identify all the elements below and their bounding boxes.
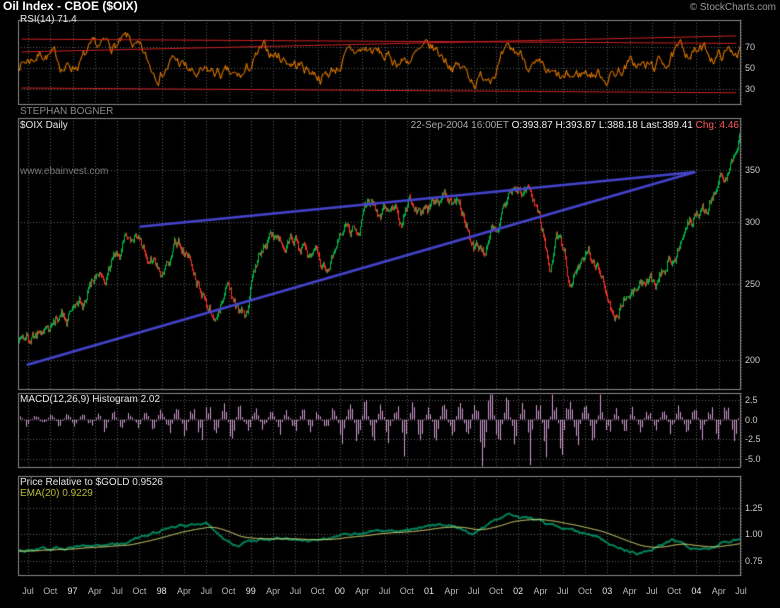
- x-axis-tick: 03: [602, 586, 613, 596]
- x-axis-tick: Apr: [266, 586, 281, 596]
- x-axis-tick: Apr: [444, 586, 459, 596]
- x-axis-tick: Jul: [378, 586, 391, 596]
- x-axis-tick: Jul: [111, 586, 123, 596]
- site-watermark: www.ebainvest.com: [20, 166, 109, 177]
- y-axis-tick: 70: [745, 41, 756, 52]
- y-axis-tick: 30: [745, 84, 756, 95]
- x-axis-tick: Apr: [176, 586, 191, 596]
- x-axis-tick: Apr: [533, 586, 548, 596]
- quote-line: 22-Sep-2004 16:00ET O:393.87 H:393.87 L:…: [411, 120, 739, 131]
- x-axis-tick: Apr: [355, 586, 370, 596]
- x-axis-tick: 01: [424, 586, 435, 596]
- y-axis-tick: 0.0: [745, 414, 758, 425]
- ema-label: EMA(20) 0.9229: [20, 488, 93, 499]
- y-axis-tick: 0.75: [745, 555, 763, 566]
- x-axis-tick: Jul: [200, 586, 213, 596]
- x-axis-tick: 98: [156, 586, 167, 596]
- quote-datetime: 22-Sep-2004 16:00ET: [410, 120, 509, 131]
- x-axis-tick: Oct: [221, 586, 236, 596]
- x-axis-tick: 02: [513, 586, 524, 596]
- x-axis-tick: Oct: [399, 586, 414, 596]
- x-axis-tick: Oct: [667, 586, 682, 596]
- y-axis-tick: 200: [745, 354, 761, 365]
- y-axis-tick: 2.5: [745, 395, 758, 406]
- x-axis-tick: Oct: [132, 586, 147, 596]
- quote-ohlc: O:393.87 H:393.87 L:388.18 Last:389.41: [511, 120, 693, 131]
- price-relative-label: Price Relative to $GOLD 0.9526: [20, 477, 163, 488]
- x-axis-tick: Jul: [556, 586, 569, 596]
- y-axis-tick: -5.0: [745, 453, 761, 464]
- x-axis-tick: Jul: [22, 586, 34, 596]
- y-axis-tick: 350: [745, 165, 761, 176]
- x-axis-tick: Oct: [43, 586, 58, 596]
- y-axis-tick: 1.00: [745, 529, 763, 540]
- x-axis-tick: 97: [67, 586, 78, 596]
- x-axis-tick: 04: [691, 586, 702, 596]
- y-axis-tick: 1.25: [745, 502, 763, 513]
- chart-title: Oil Index - CBOE ($OIX): [3, 0, 138, 13]
- y-axis-tick: 250: [745, 279, 761, 290]
- y-axis-tick: 50: [745, 62, 756, 73]
- x-axis-tick: Oct: [578, 586, 593, 596]
- symbol-label: $OIX Daily: [20, 120, 68, 131]
- x-axis-tick: Apr: [622, 586, 637, 596]
- x-axis-tick: 99: [245, 586, 256, 596]
- x-axis-tick: Jul: [467, 586, 480, 596]
- author-watermark: STEPHAN BOGNER: [20, 106, 114, 117]
- y-axis-tick: 300: [745, 217, 761, 228]
- y-axis-tick: -2.5: [745, 434, 761, 445]
- x-axis-tick: Jul: [735, 586, 747, 596]
- x-axis-tick: 00: [334, 586, 345, 596]
- x-axis-tick: Jul: [646, 586, 658, 596]
- copyright-label: © StockCharts.com: [689, 2, 776, 13]
- quote-change: Chg: 4.46: [695, 120, 739, 131]
- rsi-indicator-label: RSI(14) 71.4: [20, 14, 77, 25]
- x-axis-tick: Oct: [310, 586, 325, 596]
- x-axis-tick: Apr: [711, 586, 726, 596]
- x-axis-tick: Jul: [289, 586, 302, 596]
- x-axis-tick: Oct: [488, 586, 503, 596]
- x-axis-tick: Apr: [87, 586, 102, 596]
- macd-indicator-label: MACD(12,26,9) Histogram 2.02: [20, 394, 161, 405]
